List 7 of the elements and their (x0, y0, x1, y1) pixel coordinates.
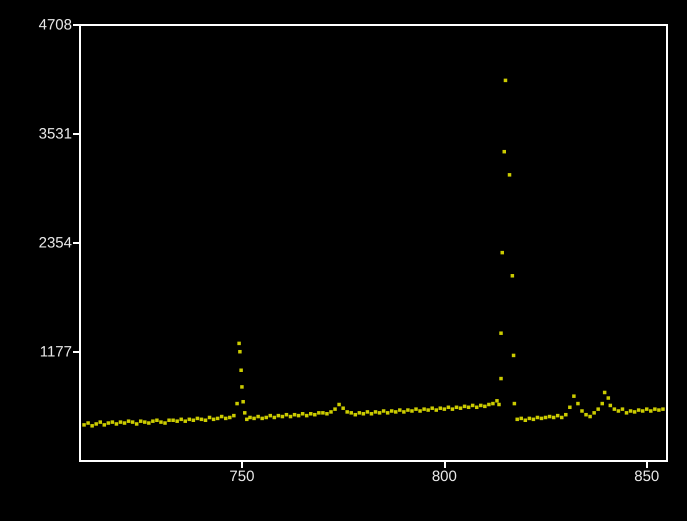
x-tick-label: 850 (634, 468, 660, 485)
y-tick-label: 3531 (38, 126, 72, 142)
y-tick-label: 2354 (38, 234, 72, 252)
y-tick-label: 1177 (40, 344, 72, 360)
x-tick-label: 750 (229, 468, 254, 485)
x-tick-label: 800 (432, 468, 457, 485)
y-tick-label: 4708 (38, 16, 72, 34)
